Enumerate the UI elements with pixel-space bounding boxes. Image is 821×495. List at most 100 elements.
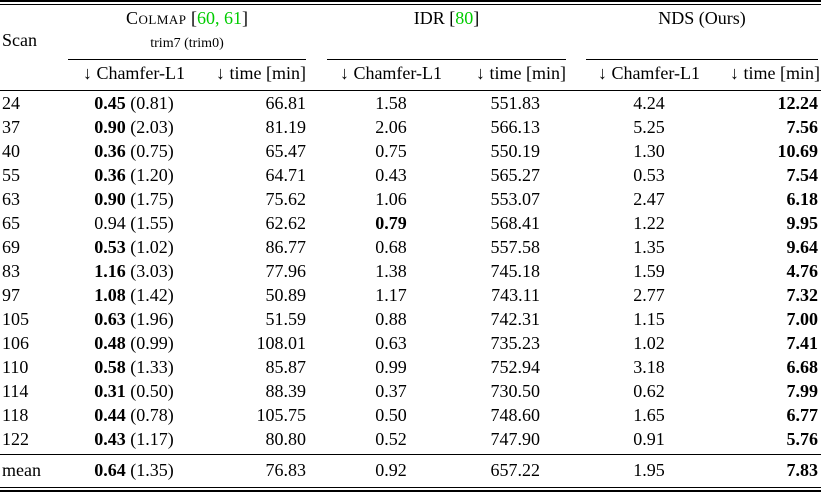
cell-scan: 105	[2, 309, 29, 329]
chamfer-trim0-value: (0.50)	[130, 381, 174, 401]
chamfer-value: 0.63	[94, 309, 126, 329]
column-gap	[306, 455, 327, 485]
column-gap	[566, 379, 586, 403]
cell-idr-chamfer: 0.92	[327, 455, 455, 485]
table-row: 105 0.63 (1.96) 51.59 0.88 742.31 1.15 7.00	[0, 307, 821, 331]
cell-idr-chamfer: 0.43	[327, 163, 455, 187]
chamfer-value: 0.63	[375, 333, 407, 353]
cell-colmap-chamfer: 0.36 (1.20)	[68, 163, 200, 187]
cell-scan: mean	[2, 460, 41, 480]
column-gap	[566, 61, 586, 85]
chamfer-value: 2.06	[375, 117, 407, 137]
table-row: 114 0.31 (0.50) 88.39 0.37 730.50 0.62 7.99	[0, 379, 821, 403]
cell-idr-chamfer: 1.58	[327, 91, 455, 115]
chamfer-value: 0.64	[94, 460, 126, 480]
column-gap	[306, 259, 327, 283]
table-row: 69 0.53 (1.02) 86.77 0.68 557.58 1.35 9.64	[0, 235, 821, 259]
cell-nds-time: 6.18	[786, 189, 819, 209]
cell-nds-time: 7.99	[786, 381, 819, 401]
cell-colmap-chamfer: 0.94 (1.55)	[68, 211, 200, 235]
mean-row-container: mean 0.64 (1.35) 76.83 0.92 657.22 1.95 7.83	[0, 455, 821, 485]
cell-colmap-chamfer: 0.31 (0.50)	[68, 379, 200, 403]
cell-nds-time: 7.54	[786, 165, 819, 185]
column-gap	[566, 283, 586, 307]
cell-nds-time: 9.64	[786, 237, 819, 257]
idr-time-header: ↓ time [min]	[476, 63, 566, 83]
cell-nds-time: 12.24	[777, 93, 819, 113]
cell-scan: 69	[2, 237, 20, 257]
chamfer-value: 4.24	[633, 93, 665, 113]
column-gap	[306, 139, 327, 163]
cell-scan: 65	[2, 213, 20, 233]
cell-nds-chamfer: 1.22	[586, 211, 712, 235]
chamfer-trim0-value: (1.96)	[130, 309, 174, 329]
column-gap	[566, 307, 586, 331]
column-gap	[306, 61, 327, 85]
chamfer-trim0-value: (0.99)	[130, 333, 174, 353]
cell-scan: 97	[2, 285, 20, 305]
table-row: 24 0.45 (0.81) 66.81 1.58 551.83 4.24 12.24	[0, 91, 821, 115]
column-gap	[306, 283, 327, 307]
cell-idr-chamfer: 0.63	[327, 331, 455, 355]
cell-idr-chamfer: 0.50	[327, 403, 455, 427]
chamfer-value: 1.35	[633, 237, 665, 257]
chamfer-value: 0.90	[94, 117, 126, 137]
cell-nds-chamfer: 0.53	[586, 163, 712, 187]
cell-scan: 83	[2, 261, 20, 281]
column-gap	[566, 211, 586, 235]
column-gap	[306, 163, 327, 187]
cell-colmap-time: 80.80	[265, 429, 307, 449]
table-row: 97 1.08 (1.42) 50.89 1.17 743.11 2.77 7.32	[0, 283, 821, 307]
chamfer-value: 3.18	[633, 357, 665, 377]
chamfer-value: 0.68	[375, 237, 407, 257]
chamfer-value: 0.43	[94, 429, 126, 449]
chamfer-value: 2.77	[633, 285, 665, 305]
cell-idr-time: 551.83	[490, 93, 541, 113]
chamfer-value: 1.02	[633, 333, 665, 353]
chamfer-value: 0.36	[94, 165, 126, 185]
cell-idr-time: 742.31	[490, 309, 541, 329]
cell-colmap-time: 65.47	[265, 141, 307, 161]
column-gap	[566, 259, 586, 283]
column-gap	[306, 355, 327, 379]
column-gap	[566, 355, 586, 379]
nds-group-header: NDS (Ours)	[658, 8, 746, 28]
column-gap	[306, 403, 327, 427]
cell-nds-time: 7.00	[786, 309, 819, 329]
cell-scan: 106	[2, 333, 29, 353]
chamfer-value: 1.58	[375, 93, 407, 113]
cell-idr-time: 730.50	[490, 381, 541, 401]
cell-colmap-chamfer: 1.08 (1.42)	[68, 283, 200, 307]
cell-idr-time: 557.58	[490, 237, 541, 257]
table-row: 40 0.36 (0.75) 65.47 0.75 550.19 1.30 10.69	[0, 139, 821, 163]
chamfer-value: 0.92	[375, 460, 407, 480]
chamfer-value: 0.75	[375, 141, 407, 161]
cell-colmap-chamfer: 0.36 (0.75)	[68, 139, 200, 163]
cell-nds-chamfer: 2.77	[586, 283, 712, 307]
cell-colmap-time: 66.81	[265, 93, 307, 113]
nds-chamfer-header: ↓ Chamfer-L1	[597, 63, 701, 83]
cell-colmap-chamfer: 0.45 (0.81)	[68, 91, 200, 115]
idr-group-header: IDR [80]	[327, 8, 566, 29]
mean-row: mean 0.64 (1.35) 76.83 0.92 657.22 1.95 7.83	[0, 455, 821, 485]
chamfer-value: 0.50	[375, 405, 407, 425]
nds-time-header: ↓ time [min]	[730, 63, 820, 83]
colmap-citation: 60, 61	[197, 8, 242, 28]
top-rule	[0, 0, 821, 5]
cell-nds-time: 7.83	[786, 460, 819, 480]
colmap-subtitle: trim7 (trim0)	[150, 36, 224, 51]
cell-idr-time: 568.41	[490, 213, 541, 233]
column-gap	[566, 331, 586, 355]
cell-scan: 122	[2, 429, 29, 449]
chamfer-value: 0.99	[375, 357, 407, 377]
chamfer-value: 1.95	[633, 460, 665, 480]
column-gap	[566, 187, 586, 211]
cell-nds-time: 7.56	[786, 117, 819, 137]
chamfer-trim0-value: (1.55)	[130, 213, 174, 233]
chamfer-value: 0.37	[375, 381, 407, 401]
chamfer-value: 1.38	[375, 261, 407, 281]
cell-scan: 40	[2, 141, 20, 161]
column-gap	[566, 235, 586, 259]
cell-scan: 63	[2, 189, 20, 209]
column-gap	[306, 187, 327, 211]
